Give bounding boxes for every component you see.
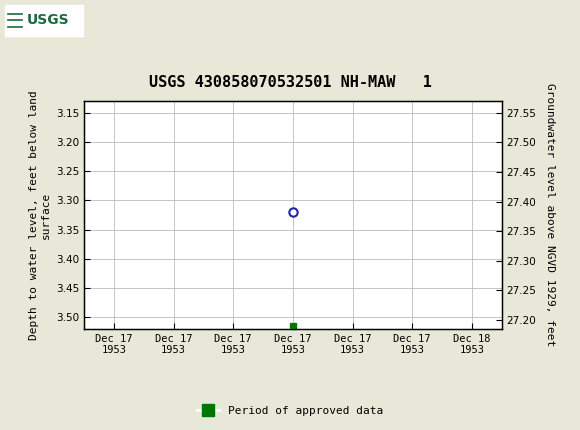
Text: USGS 430858070532501 NH-MAW   1: USGS 430858070532501 NH-MAW 1 xyxy=(148,75,432,90)
Y-axis label: Groundwater level above NGVD 1929, feet: Groundwater level above NGVD 1929, feet xyxy=(545,83,554,347)
Bar xyxy=(5,5,83,36)
Text: USGS: USGS xyxy=(27,13,69,28)
Legend: Period of approved data: Period of approved data xyxy=(193,401,387,420)
Y-axis label: Depth to water level, feet below land
surface: Depth to water level, feet below land su… xyxy=(29,90,50,340)
